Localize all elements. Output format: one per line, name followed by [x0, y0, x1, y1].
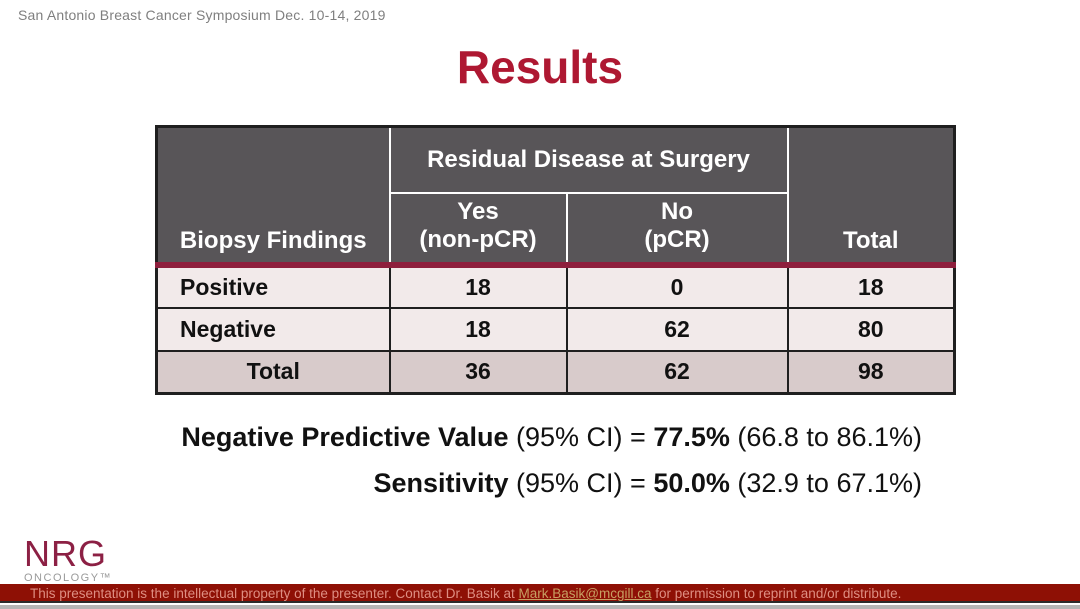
copyright-text-post: for permission to reprint and/or distrib… [651, 586, 902, 601]
cell-total-yes: 36 [388, 349, 568, 395]
column-header-no-line1: No [661, 197, 693, 225]
slide-title: Results [456, 41, 624, 93]
copyright-text-pre: This presentation is the intellectual pr… [30, 586, 519, 601]
stat-npv-name: Negative Predictive Value [181, 422, 509, 452]
row-label-total: Total [155, 349, 391, 395]
stat-npv-ci-label: (95% CI) = [508, 422, 654, 452]
stat-npv-ci-range: (66.8 to 86.1%) [729, 422, 922, 452]
column-header-no-line2: (pCR) [644, 226, 710, 254]
cell-positive-yes: 18 [388, 263, 568, 309]
table-header-row-sub: Yes (non-pCR) No (pCR) [157, 191, 955, 266]
table-row-total: Total 36 62 98 [155, 349, 956, 395]
stat-sensitivity-ci-range: (32.9 to 67.1%) [729, 468, 922, 498]
nrg-oncology-logo: NRG ONCOLOGY™ [24, 533, 113, 585]
nrg-oncology-logo-subtext: ONCOLOGY™ [24, 572, 113, 584]
column-header-yes-non-pcr: Yes (non-pCR) [388, 191, 568, 266]
stat-sensitivity-name: Sensitivity [373, 468, 509, 498]
column-header-yes-line2: (non-pCR) [419, 226, 537, 254]
cell-negative-total: 80 [786, 306, 956, 352]
contact-email-link[interactable]: Mark.Basik@mcgill.ca [518, 586, 652, 601]
cell-positive-total: 18 [786, 263, 956, 309]
copyright-banner: This presentation is the intellectual pr… [0, 584, 1080, 603]
nrg-logo-text: NRG [24, 533, 107, 574]
results-table: Biopsy Findings Residual Disease at Surg… [155, 125, 956, 395]
stat-line-npv: Negative Predictive Value (95% CI) = 77.… [181, 414, 922, 460]
stats-block: Negative Predictive Value (95% CI) = 77.… [181, 414, 922, 506]
cell-negative-yes: 18 [388, 306, 568, 352]
group-header-residual-disease: Residual Disease at Surgery [388, 125, 789, 194]
stat-sensitivity-value: 50.0% [653, 468, 730, 498]
column-header-yes-line1: Yes [457, 197, 499, 225]
cell-total-no: 62 [565, 349, 789, 395]
cell-negative-no: 62 [565, 306, 789, 352]
cell-positive-no: 0 [565, 263, 789, 309]
stat-npv-value: 77.5% [653, 422, 730, 452]
conference-header: San Antonio Breast Cancer Symposium Dec.… [18, 7, 386, 23]
table-row-positive: Positive 18 0 18 [155, 263, 956, 309]
row-label-positive: Positive [155, 263, 391, 309]
table-header-row-group: Biopsy Findings Residual Disease at Surg… [155, 125, 956, 266]
column-header-no-pcr: No (pCR) [565, 191, 789, 266]
cell-total-total: 98 [786, 349, 956, 395]
table-row-negative: Negative 18 62 80 [155, 306, 956, 352]
stat-sensitivity-ci-label: (95% CI) = [508, 468, 654, 498]
bottom-edge-strip [0, 605, 1080, 609]
stat-line-sensitivity: Sensitivity (95% CI) = 50.0% (32.9 to 67… [181, 460, 922, 506]
corner-header-biopsy-findings: Biopsy Findings [155, 125, 391, 266]
column-header-total: Total [786, 125, 956, 266]
row-label-negative: Negative [155, 306, 391, 352]
